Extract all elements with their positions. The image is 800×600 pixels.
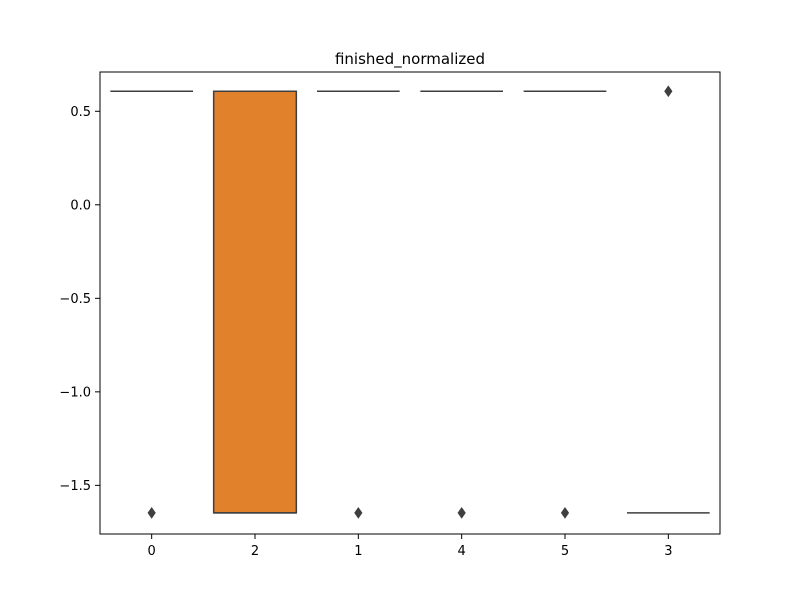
- y-axis: 0.5 0.0 −0.5 −1.0 −1.5: [59, 105, 100, 494]
- y-tick-label-4: −1.5: [59, 479, 91, 494]
- plot-frame: [99, 71, 721, 535]
- outlier-5-0: [560, 506, 570, 519]
- box-group-0: [110, 90, 193, 519]
- box-group-5: [523, 90, 607, 519]
- box-group-1: [317, 90, 400, 519]
- outlier-4-0: [457, 506, 466, 519]
- box-group-4: [420, 90, 503, 519]
- x-tick-label-5: 5: [561, 544, 569, 559]
- x-tick-label-4: 4: [458, 544, 466, 559]
- x-tick-label-1: 1: [354, 544, 362, 559]
- x-axis: 0 2 1 4 5 3: [148, 534, 672, 559]
- plot-content: [110, 85, 710, 519]
- outlier-1-0: [354, 506, 363, 519]
- box-group-3: [627, 85, 710, 514]
- y-tick-label-2: −0.5: [59, 292, 91, 307]
- outlier-3-0: [664, 85, 673, 98]
- y-tick-label-0: 0.5: [70, 105, 91, 120]
- chart-title: finished_normalized: [335, 50, 485, 69]
- y-tick-label-1: 0.0: [70, 198, 91, 213]
- box-group-2: [212, 90, 298, 514]
- x-tick-label-2: 2: [251, 544, 259, 559]
- x-tick-label-0: 0: [148, 544, 156, 559]
- x-tick-label-3: 3: [664, 544, 672, 559]
- outlier-0-0: [147, 506, 156, 519]
- y-tick-label-3: −1.0: [59, 385, 91, 400]
- box-2: [212, 90, 298, 514]
